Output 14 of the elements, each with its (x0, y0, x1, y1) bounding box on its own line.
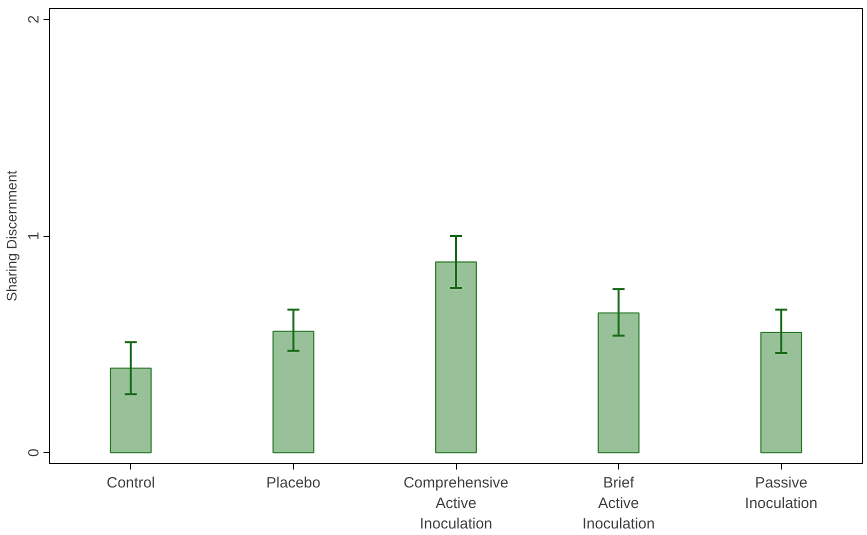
bar (110, 368, 152, 454)
x-tick-label: Brief Active Inoculation (582, 474, 655, 532)
bar (760, 332, 802, 454)
y-tick-label: 0 (26, 448, 42, 457)
x-tick-label: Placebo (266, 474, 321, 492)
y-tick-label: 2 (26, 15, 42, 24)
x-tick-label: Passive Inoculation (744, 474, 818, 512)
bar (272, 330, 314, 454)
x-tick-label: Control (106, 474, 155, 492)
bar (598, 312, 640, 454)
y-tick-label: 1 (26, 232, 42, 240)
x-tick-label: Comprehensive Active Inoculation (403, 474, 509, 532)
bar (435, 261, 477, 454)
y-axis-title: Sharing Discernment (4, 170, 20, 302)
